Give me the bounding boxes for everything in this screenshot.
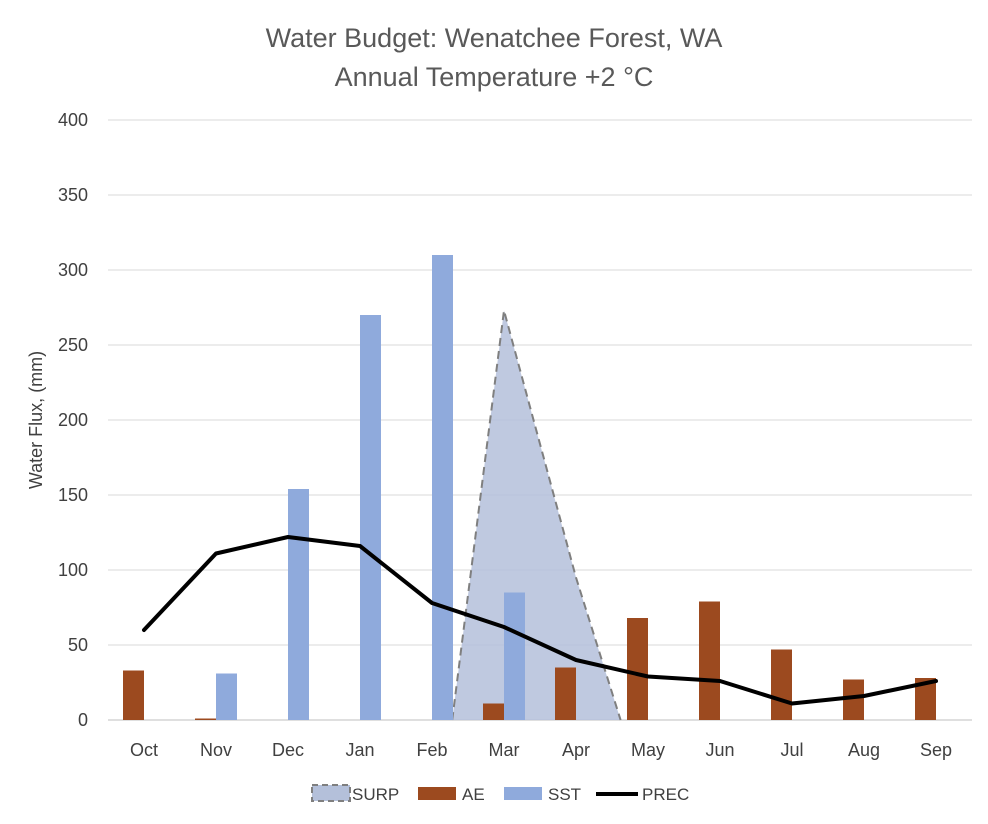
sst-bar [360,315,381,720]
ae-bar [843,679,864,720]
x-tick-label: Jun [705,740,734,760]
x-tick-label: Dec [272,740,304,760]
sst-bar [432,255,453,720]
sst-bar [288,489,309,720]
y-tick-label: 150 [58,485,88,505]
y-axis-label: Water Flux, (mm) [26,351,46,489]
y-tick-label: 300 [58,260,88,280]
surp-series [451,310,622,721]
y-tick-label: 0 [78,710,88,730]
y-tick-label: 350 [58,185,88,205]
x-tick-label: Aug [848,740,880,760]
surp-outline [451,310,622,721]
y-tick-label: 200 [58,410,88,430]
legend-swatch-sst [504,787,542,800]
legend-swatch-ae [418,787,456,800]
ae-bar [195,718,216,720]
legend-label-surp: SURP [352,785,399,804]
x-tick-label: Feb [416,740,447,760]
chart-title: Water Budget: Wenatchee Forest, WA [266,23,723,53]
y-tick-label: 100 [58,560,88,580]
y-tick-label: 50 [68,635,88,655]
x-tick-labels: Oct Nov Dec Jan Feb Mar Apr May Jun Jul Aug Sep [130,740,952,760]
prec-series [142,535,938,706]
legend-label-sst: SST [548,785,581,804]
x-tick-label: Oct [130,740,158,760]
gridlines [108,119,972,721]
ae-bar [699,601,720,720]
x-tick-label: May [631,740,665,760]
legend-label-ae: AE [462,785,485,804]
ae-bar [123,670,144,720]
legend-swatch-surp [311,784,351,802]
legend-label-prec: PREC [642,785,689,804]
ae-bar [915,678,936,720]
ae-bar [483,703,504,720]
prec-line [142,535,938,706]
x-tick-label: Mar [489,740,520,760]
x-tick-label: Nov [200,740,232,760]
x-tick-label: Jan [345,740,374,760]
legend: SURP AE SST PREC [311,784,689,804]
x-tick-label: Apr [562,740,590,760]
x-tick-label: Jul [780,740,803,760]
chart-subtitle: Annual Temperature +2 °C [335,62,654,92]
y-tick-label: 250 [58,335,88,355]
surp-area [452,310,621,720]
sst-bar [504,592,525,720]
y-tick-label: 400 [58,110,88,130]
ae-bar [555,667,576,720]
sst-bar [216,673,237,720]
ae-bar [627,618,648,720]
y-tick-labels: 0 50 100 150 200 250 300 350 400 [58,110,88,730]
ae-bar [771,649,792,720]
x-tick-label: Sep [920,740,952,760]
